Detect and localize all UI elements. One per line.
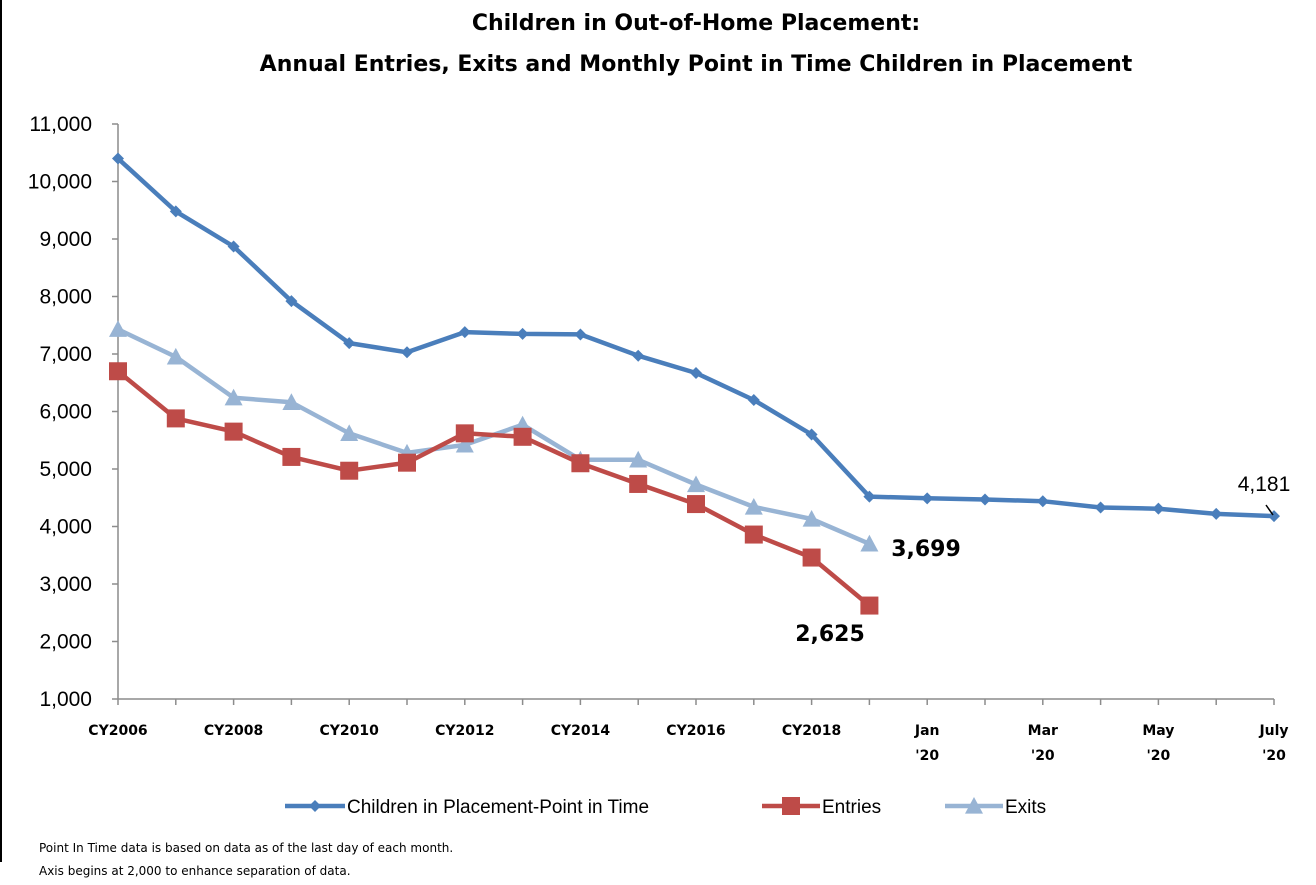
y-tick-label: 2,000 bbox=[39, 631, 92, 654]
entries-point bbox=[109, 362, 127, 381]
children-in-placement-point-in-time-point bbox=[401, 346, 413, 359]
x-tick-label: Jan bbox=[914, 723, 940, 739]
children-in-placement-point-in-time-point bbox=[805, 428, 818, 441]
x-tick-label: CY2018 bbox=[782, 723, 841, 739]
legend-marker-children-in-placement-point-in-time bbox=[309, 800, 321, 812]
exits-point bbox=[629, 450, 648, 468]
children-in-placement-point-in-time-point bbox=[921, 492, 934, 505]
children-in-placement-point-in-time-point bbox=[343, 337, 356, 350]
left-border-line bbox=[0, 0, 2, 862]
chart-title-line-2: Annual Entries, Exits and Monthly Point … bbox=[260, 52, 1133, 77]
y-tick-label: 9,000 bbox=[39, 228, 92, 251]
children-in-placement-point-in-time-point bbox=[1036, 495, 1049, 508]
y-tick-label: 3,000 bbox=[39, 573, 92, 596]
x-tick-label: CY2010 bbox=[320, 723, 380, 739]
y-tick-label: 11,000 bbox=[29, 113, 92, 136]
entries-point bbox=[802, 548, 821, 567]
entries-point bbox=[744, 525, 763, 544]
entries-point bbox=[455, 424, 474, 443]
x-tick-label: CY2008 bbox=[204, 723, 263, 739]
children-in-placement-point-in-time-point bbox=[747, 394, 760, 406]
series-children-in-placement-point-in-time bbox=[112, 152, 1280, 523]
children-in-placement-point-in-time-point bbox=[285, 295, 298, 308]
legend-label-children-in-placement-point-in-time: Children in Placement-Point in Time bbox=[347, 797, 649, 818]
children-in-placement-point-in-time-point bbox=[1094, 501, 1107, 514]
children-in-placement-point-in-time-point bbox=[169, 205, 182, 218]
x-tick-label: CY2012 bbox=[435, 723, 494, 739]
x-tick-label: CY2014 bbox=[551, 723, 611, 739]
exits-point bbox=[340, 424, 359, 441]
y-tick-label: 7,000 bbox=[39, 343, 92, 366]
x-tick-label: July bbox=[1258, 723, 1288, 739]
entries-point bbox=[513, 427, 532, 446]
exits-point bbox=[224, 388, 243, 406]
x-tick-label: Mar bbox=[1028, 723, 1058, 739]
exits-point bbox=[687, 475, 705, 493]
exits-point bbox=[802, 510, 821, 527]
x-tick-label: '20 bbox=[1031, 748, 1055, 764]
exits-last-value-label: 3,699 bbox=[891, 537, 961, 562]
children-in-placement-point-in-time-point bbox=[516, 327, 529, 340]
exits-point bbox=[282, 393, 301, 410]
exits-point bbox=[744, 497, 763, 515]
entries-line bbox=[116, 369, 871, 608]
y-tick-label: 1,000 bbox=[39, 688, 92, 711]
x-tick-label: CY2016 bbox=[666, 723, 725, 739]
x-tick-label: CY2006 bbox=[88, 723, 147, 739]
children-in-placement-point-in-time-point bbox=[1268, 510, 1280, 523]
exits-point bbox=[860, 534, 879, 552]
entries-point bbox=[629, 474, 648, 493]
x-tick-label: '20 bbox=[1147, 748, 1171, 764]
children-in-placement-point-in-time-point bbox=[979, 493, 991, 506]
children-in-placement-point-in-time-point bbox=[1210, 507, 1223, 520]
entries-point bbox=[687, 495, 705, 514]
legend-marker-exits bbox=[965, 797, 983, 814]
y-tick-label: 6,000 bbox=[39, 401, 92, 424]
exits-point bbox=[166, 347, 185, 365]
x-tick-label: '20 bbox=[1262, 748, 1286, 764]
children-in-placement-point-in-time-point bbox=[690, 366, 702, 379]
point-in-time-last-value-label: 4,181 bbox=[1238, 473, 1291, 496]
entries-point bbox=[224, 422, 243, 441]
children-in-placement-point-in-time-point bbox=[1152, 502, 1165, 515]
entries-point bbox=[571, 454, 590, 473]
point-in-time-leader-line bbox=[1265, 504, 1274, 516]
entries-point bbox=[860, 596, 879, 615]
children-in-placement-point-in-time-point bbox=[863, 490, 876, 503]
entries-point bbox=[398, 453, 416, 472]
exits-point bbox=[455, 435, 474, 453]
children-in-placement-point-in-time-point bbox=[112, 152, 124, 165]
series-entries bbox=[109, 362, 879, 615]
chart-title-line-1: Children in Out-of-Home Placement: bbox=[472, 11, 920, 36]
x-tick-label: '20 bbox=[915, 748, 939, 764]
legend-label-exits: Exits bbox=[1005, 797, 1046, 818]
x-tick-label: May bbox=[1142, 723, 1174, 739]
entries-point bbox=[340, 461, 359, 480]
entries-point bbox=[282, 447, 301, 466]
children-in-placement-point-in-time-point bbox=[227, 240, 240, 253]
legend-label-entries: Entries bbox=[822, 797, 881, 818]
y-tick-label: 4,000 bbox=[39, 516, 92, 539]
footnote-1: Point In Time data is based on data as o… bbox=[39, 841, 454, 855]
y-tick-label: 5,000 bbox=[39, 458, 92, 481]
children-in-placement-point-in-time-point bbox=[574, 328, 587, 341]
children-in-placement-point-in-time-point bbox=[632, 349, 645, 362]
y-tick-label: 8,000 bbox=[39, 286, 92, 309]
entries-last-value-label: 2,625 bbox=[795, 622, 865, 647]
children-in-placement-point-in-time-point bbox=[458, 326, 471, 339]
y-tick-label: 10,000 bbox=[28, 171, 92, 194]
exits-point bbox=[109, 320, 127, 337]
footnote-2: Axis begins at 2,000 to enhance separati… bbox=[39, 864, 351, 878]
legend: Children in Placement-Point in Time Entri… bbox=[285, 797, 1046, 818]
legend-marker-entries bbox=[782, 797, 800, 815]
entries-point bbox=[166, 409, 185, 428]
